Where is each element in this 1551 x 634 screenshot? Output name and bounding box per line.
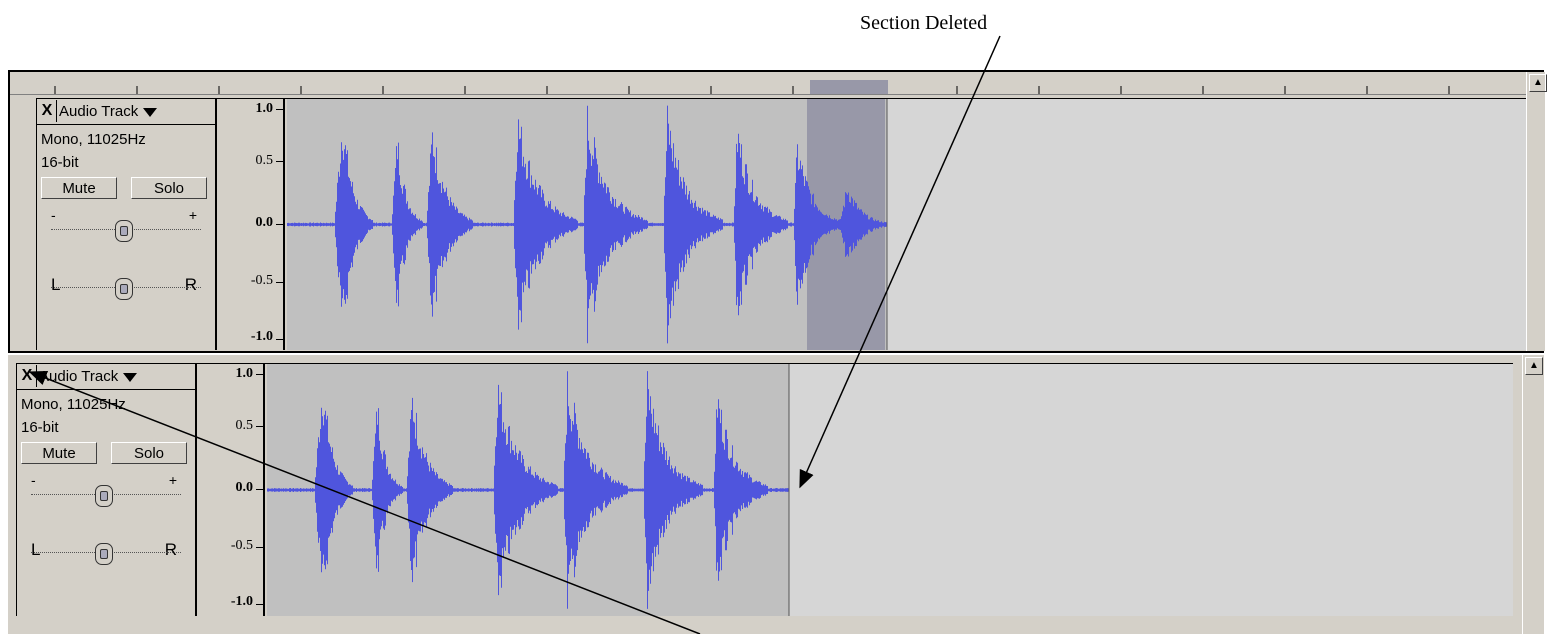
pan-left-label: L (31, 540, 41, 559)
annotation-arrow-section (799, 35, 1001, 489)
track-name: Audio Track (39, 368, 119, 385)
mute-button[interactable]: Mute (41, 177, 117, 199)
slider-thumb-icon[interactable] (115, 220, 133, 242)
waveform-display[interactable] (287, 99, 1527, 350)
track-window-bottom: X Audio Track Mono, 11025Hz 16-bit Mute … (8, 355, 1544, 634)
track-header: X Audio Track (37, 99, 215, 125)
audio-track-1[interactable]: X Audio Track Mono, 11025Hz 16-bit Mute … (36, 98, 1527, 350)
slider-thumb-icon[interactable] (115, 278, 133, 300)
scale-label: -0.5 (250, 273, 273, 288)
gain-slider[interactable]: - + (31, 472, 181, 507)
close-icon[interactable]: X (38, 100, 57, 122)
scale-label: -1.0 (230, 594, 253, 609)
solo-button[interactable]: Solo (111, 442, 187, 464)
pan-slider[interactable]: L R (31, 534, 181, 565)
gain-minus-label: - (51, 207, 56, 223)
track-window-top: X Audio Track Mono, 11025Hz 16-bit Mute … (8, 70, 1547, 353)
solo-button[interactable]: Solo (131, 177, 207, 199)
scale-label: -1.0 (250, 329, 273, 344)
dropdown-arrow-icon (123, 372, 138, 382)
scale-label: 1.0 (235, 366, 254, 381)
waveform-display[interactable] (267, 364, 1513, 616)
scale-label: 0.0 (235, 480, 254, 495)
track-name-menu[interactable]: Audio Track (39, 366, 138, 388)
track-control-panel: X Audio Track Mono, 11025Hz 16-bit Mute … (17, 364, 197, 616)
scroll-up-arrow-icon[interactable]: ▲ (1525, 357, 1543, 375)
scale-label: 0.0 (255, 215, 274, 230)
slider-thumb-icon[interactable] (95, 543, 113, 565)
track-format: Mono, 11025Hz (41, 131, 146, 148)
scale-label: -0.5 (230, 538, 253, 553)
track-format: Mono, 11025Hz (21, 396, 126, 413)
track-control-panel: X Audio Track Mono, 11025Hz 16-bit Mute … (37, 99, 217, 350)
amplitude-scale: 1.0 0.5 0.0 -0.5 -1.0 (219, 99, 285, 350)
track-name-menu[interactable]: Audio Track (59, 101, 158, 123)
mute-button[interactable]: Mute (21, 442, 97, 464)
gain-plus-label: + (188, 207, 197, 223)
track-name: Audio Track (59, 103, 139, 120)
vertical-scrollbar[interactable]: ▲ (1522, 355, 1543, 634)
slider-thumb-icon[interactable] (95, 485, 113, 507)
gain-plus-label: + (168, 472, 177, 488)
pan-right-label: R (164, 540, 177, 559)
waveform-clip (287, 99, 888, 350)
gain-slider[interactable]: - + (51, 207, 201, 242)
pan-left-label: L (51, 275, 61, 294)
timeline-ruler[interactable] (10, 72, 1526, 95)
scale-label: 0.5 (255, 153, 274, 168)
amplitude-scale: 1.0 0.5 0.0 -0.5 -1.0 (199, 364, 265, 616)
vertical-scrollbar[interactable]: ▲ (1526, 72, 1547, 351)
scale-label: 1.0 (255, 101, 274, 116)
ruler-ticks (54, 80, 1450, 94)
scale-label: 0.5 (235, 418, 254, 433)
pan-slider[interactable]: L R (51, 269, 201, 300)
waveform-clip (267, 364, 790, 616)
gain-minus-label: - (31, 472, 36, 488)
dropdown-arrow-icon (143, 107, 158, 117)
scroll-up-arrow-icon[interactable]: ▲ (1529, 74, 1547, 92)
annotation-label: Section Deleted (860, 12, 988, 34)
track-bit-depth: 16-bit (41, 154, 79, 171)
audio-track-2[interactable]: X Audio Track Mono, 11025Hz 16-bit Mute … (16, 363, 1513, 616)
track-bit-depth: 16-bit (21, 419, 59, 436)
annotation-arrow-close (28, 371, 701, 634)
pan-right-label: R (184, 275, 197, 294)
